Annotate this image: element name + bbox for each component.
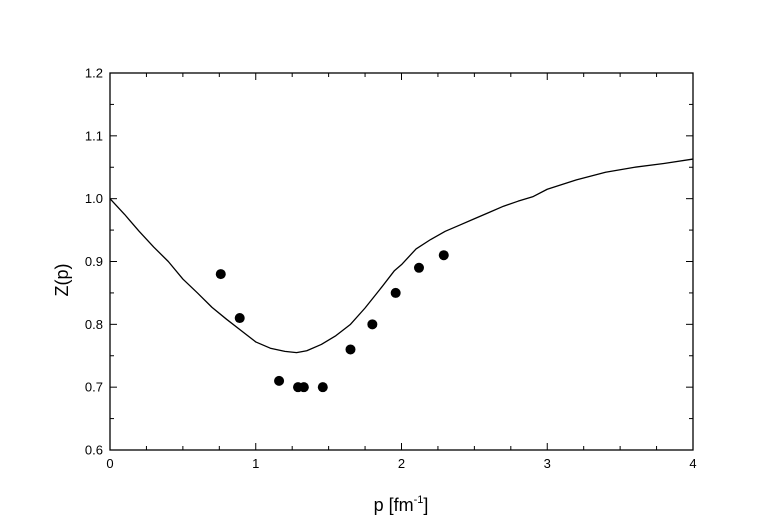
- plot-frame-group: [109, 72, 694, 451]
- y-tick-label: 0.6: [85, 443, 103, 458]
- data-point: [317, 382, 328, 393]
- plot-frame: [109, 72, 694, 451]
- series-group: [109, 158, 694, 393]
- x-tick-label: 3: [544, 456, 551, 471]
- ticks-group: [109, 72, 694, 451]
- y-tick-label: 1.0: [85, 191, 103, 206]
- x-tick-label: 0: [106, 456, 113, 471]
- data-point: [274, 375, 285, 386]
- model-curve-line: [109, 158, 694, 354]
- data-point: [390, 287, 401, 298]
- y-tick-label: 0.9: [85, 254, 103, 269]
- x-axis-title: p [fm-1]: [374, 494, 429, 515]
- y-axis-title: Z(p): [52, 264, 72, 297]
- labels-group: 0 1 2 3 4 0.6 0.7 0.8 0.9 1.0 1.1 1.2: [85, 66, 697, 472]
- data-point: [345, 344, 356, 355]
- y-tick-label: 1.1: [85, 128, 103, 143]
- y-tick-label: 0.7: [85, 380, 103, 395]
- data-point: [438, 250, 449, 261]
- data-point: [367, 319, 378, 330]
- y-tick-label: 1.2: [85, 66, 103, 81]
- x-axis-title-close: ]: [423, 495, 428, 515]
- y-tick-label: 0.8: [85, 317, 103, 332]
- data-point: [413, 262, 424, 273]
- x-axis-title-superscript: -1: [414, 494, 424, 506]
- x-tick-label: 2: [398, 456, 405, 471]
- data-point: [234, 313, 245, 324]
- x-tick-label: 1: [252, 456, 259, 471]
- x-tick-label: 4: [689, 456, 696, 471]
- data-point: [298, 382, 309, 393]
- x-axis-title-main: p [fm: [374, 495, 414, 515]
- data-point: [215, 269, 226, 280]
